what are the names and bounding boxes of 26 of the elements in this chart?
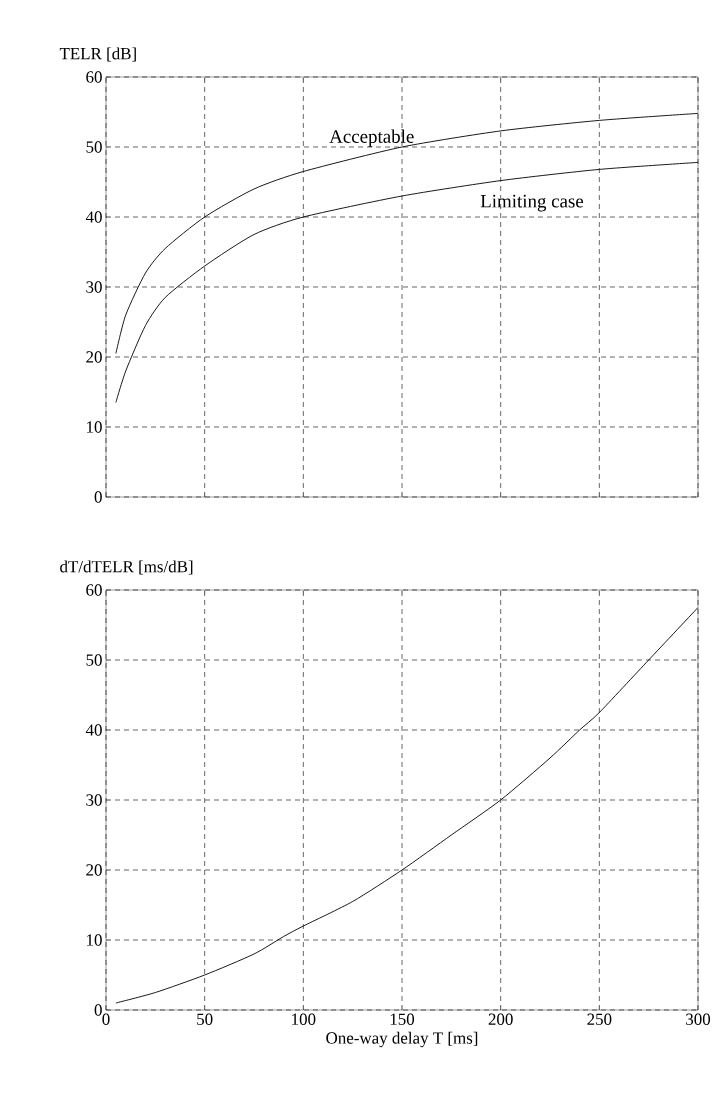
- x-tick-label: 50: [197, 1013, 213, 1025]
- x-tick-label: 250: [587, 1013, 612, 1025]
- x-tick-label: 150: [390, 1013, 415, 1025]
- y-tick-label: 10: [87, 934, 102, 946]
- y-tick-label: 50: [86, 654, 102, 666]
- y-tick-label: 30: [86, 794, 102, 806]
- y-tick-label: 20: [86, 864, 102, 876]
- y-tick-label: 60: [86, 71, 102, 83]
- x-tick-label: 200: [488, 1013, 513, 1025]
- y-axis-title: TELR [dB]: [59, 47, 136, 62]
- y-tick-label: 0: [94, 1004, 102, 1016]
- x-axis-title: One-way delay T [ms]: [326, 1031, 478, 1048]
- y-tick-label: 40: [85, 724, 102, 736]
- series-label: Limiting case: [480, 194, 584, 212]
- y-axis-title: dT/dTELR [ms/dB]: [60, 560, 193, 575]
- x-tick-label: 100: [292, 1013, 316, 1025]
- x-tick-label: 0: [102, 1013, 110, 1025]
- y-tick-label: 60: [86, 584, 102, 596]
- series-label: Acceptable: [329, 129, 414, 147]
- y-tick-label: 40: [85, 211, 102, 223]
- x-tick-label: 300: [686, 1013, 711, 1025]
- y-tick-label: 0: [94, 491, 102, 503]
- y-tick-label: 30: [86, 281, 102, 293]
- y-tick-label: 50: [86, 141, 102, 153]
- y-tick-label: 20: [86, 351, 102, 363]
- y-tick-label: 10: [87, 421, 102, 433]
